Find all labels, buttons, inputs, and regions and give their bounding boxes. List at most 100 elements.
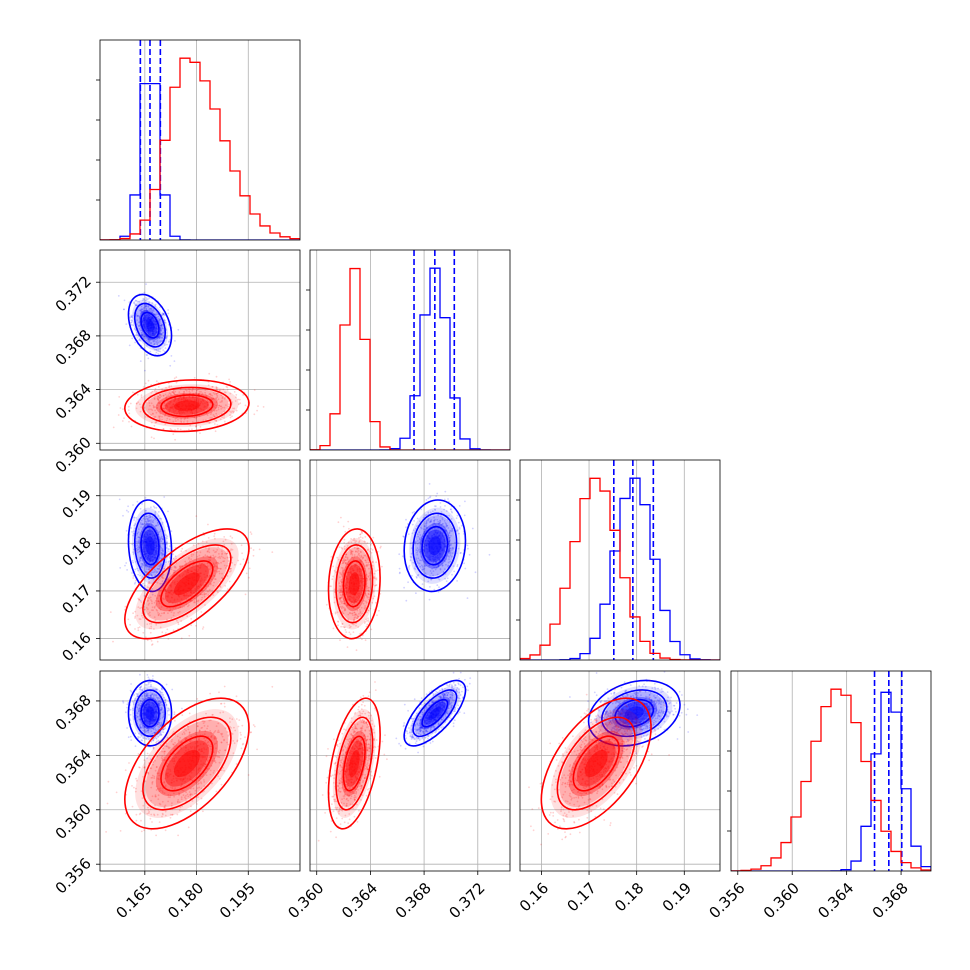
- scatter-point: [190, 555, 193, 557]
- scatter-point: [338, 546, 341, 548]
- scatter-point: [356, 617, 359, 620]
- scatter-point: [416, 542, 419, 545]
- scatter-point: [216, 570, 219, 573]
- scatter-point: [182, 398, 185, 401]
- scatter-point: [159, 318, 161, 321]
- scatter-point: [147, 379, 150, 382]
- scatter-point: [160, 706, 163, 709]
- scatter-point: [142, 324, 145, 326]
- scatter-point: [142, 631, 145, 634]
- scatter-point: [363, 540, 366, 543]
- scatter-point: [361, 537, 364, 539]
- scatter-point: [343, 602, 345, 605]
- scatter-point: [138, 598, 141, 601]
- scatter-point: [444, 522, 447, 524]
- scatter-point: [355, 649, 358, 652]
- scatter-point: [209, 556, 211, 559]
- scatter-point: [359, 533, 362, 536]
- scatter-point: [154, 556, 157, 559]
- scatter-point: [153, 534, 156, 537]
- scatter-point: [172, 607, 175, 609]
- scatter-point: [158, 568, 161, 571]
- scatter-point: [156, 640, 159, 643]
- scatter-point: [156, 349, 159, 352]
- scatter-point: [128, 344, 131, 347]
- scatter-point: [204, 391, 207, 394]
- scatter-point: [432, 522, 435, 525]
- scatter-point: [423, 550, 425, 553]
- scatter-point: [415, 549, 418, 551]
- scatter-point: [440, 524, 443, 526]
- scatter-point: [420, 537, 423, 540]
- scatter-point: [132, 391, 134, 394]
- scatter-point: [149, 559, 152, 561]
- scatter-point: [152, 747, 155, 750]
- scatter-point: [155, 323, 157, 325]
- scatter-point: [136, 711, 139, 714]
- scatter-point: [152, 702, 155, 705]
- scatter-point: [200, 598, 203, 601]
- scatter-point: [151, 602, 153, 605]
- scatter-point: [157, 336, 160, 338]
- scatter-point: [435, 556, 437, 558]
- scatter-point: [449, 508, 452, 511]
- scatter-point: [329, 585, 331, 588]
- scatter-point: [340, 625, 342, 628]
- scatter-point: [160, 733, 163, 736]
- scatter-point: [177, 611, 180, 614]
- scatter-point: [162, 331, 164, 334]
- scatter-point: [340, 597, 343, 599]
- scatter-point: [428, 564, 430, 567]
- scatter-point: [188, 565, 191, 568]
- scatter-point: [431, 535, 434, 537]
- scatter-point: [349, 612, 351, 615]
- scatter-point: [444, 540, 446, 543]
- scatter-point: [123, 308, 125, 311]
- scatter-point: [215, 420, 218, 422]
- scatter-point: [163, 407, 166, 410]
- scatter-point: [344, 587, 347, 589]
- scatter-point: [158, 558, 160, 560]
- scatter-point: [460, 551, 462, 554]
- scatter-point: [426, 548, 429, 550]
- scatter-point: [367, 575, 369, 578]
- scatter-point: [155, 411, 158, 414]
- scatter-point: [411, 511, 414, 514]
- scatter-point: [147, 399, 150, 402]
- scatter-point: [162, 573, 165, 576]
- scatter-point: [188, 395, 191, 398]
- scatter-point: [355, 617, 358, 619]
- scatter-point: [153, 559, 156, 561]
- scatter-point: [157, 531, 160, 534]
- scatter-point: [363, 567, 366, 570]
- scatter-point: [127, 505, 129, 508]
- scatter-point: [138, 558, 141, 561]
- scatter-point: [354, 598, 357, 601]
- scatter-point: [134, 581, 137, 584]
- scatter-point: [128, 420, 130, 423]
- scatter-point: [136, 549, 138, 552]
- scatter-point: [226, 386, 229, 389]
- scatter-point: [150, 683, 152, 686]
- scatter-point: [215, 561, 218, 564]
- scatter-point: [365, 579, 368, 582]
- scatter-point: [149, 559, 152, 562]
- scatter-point: [139, 410, 142, 413]
- scatter-point: [168, 556, 171, 558]
- scatter-point: [126, 569, 128, 571]
- scatter-point: [158, 726, 161, 729]
- contour-0: [133, 302, 167, 348]
- scatter-point: [148, 527, 151, 530]
- scatter-point: [147, 703, 150, 705]
- scatter-point: [373, 576, 376, 578]
- panel-content: [100, 40, 300, 240]
- scatter-point: [150, 519, 153, 521]
- scatter-point: [372, 561, 374, 563]
- scatter-point: [353, 611, 356, 614]
- scatter-point: [341, 600, 344, 603]
- scatter-point: [401, 555, 404, 558]
- scatter-point: [354, 600, 357, 603]
- scatter-point: [211, 417, 213, 419]
- scatter-point: [354, 565, 356, 568]
- scatter-point: [158, 722, 161, 724]
